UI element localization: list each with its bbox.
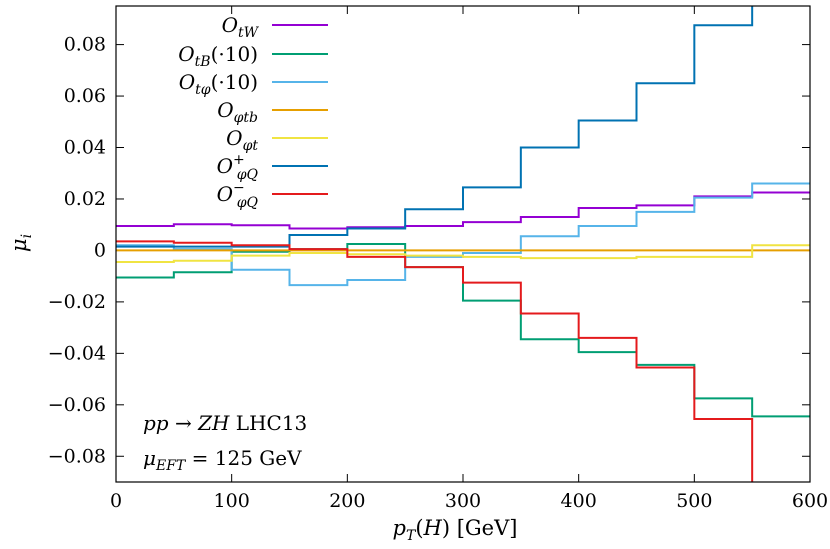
x-tick-label: 300 — [445, 490, 481, 512]
y-tick-label: 0 — [94, 239, 106, 261]
y-tick-label: 0.08 — [64, 34, 106, 56]
legend-label-5: O+ φQ — [217, 152, 259, 183]
series-line-6 — [116, 240, 754, 482]
series-layer — [116, 6, 810, 482]
tick-layer: 0 100 200 300 400 500 600 −0.08 −0.06 −0.04 −0.02 0… — [48, 6, 828, 512]
legend-label-6: O− φQ — [217, 180, 259, 211]
legend-label-0: OtW — [222, 13, 260, 41]
x-tick-label: 100 — [214, 490, 250, 512]
x-tick-label: 400 — [561, 490, 597, 512]
annotations: pp → ZH LHC13 μEFT = 125 GeV — [143, 411, 307, 474]
annotation-process: pp → ZH LHC13 — [143, 411, 307, 435]
x-tick-label: 0 — [110, 490, 122, 512]
y-axis-label: μi — [7, 234, 35, 252]
x-tick-label: 200 — [329, 490, 365, 512]
plot-frame — [115, 5, 811, 483]
annotation-scale: μEFT = 125 GeV — [143, 446, 302, 474]
series-line-5 — [116, 6, 754, 248]
x-tick-label: 500 — [676, 490, 712, 512]
y-tick-label: 0.02 — [64, 188, 106, 210]
legend-label-1: OtB(·10) — [178, 42, 258, 70]
y-tick-label: −0.04 — [48, 342, 106, 364]
y-tick-label: 0.04 — [64, 137, 106, 159]
x-tick-label: 600 — [792, 490, 828, 512]
y-tick-label: −0.08 — [48, 445, 106, 467]
legend-label-2: Otφ(·10) — [179, 70, 258, 98]
series-line-4 — [116, 244, 810, 264]
y-tick-label: 0.06 — [64, 85, 106, 107]
x-axis-label: pT(H) [GeV] — [393, 516, 518, 544]
y-tick-label: −0.02 — [48, 291, 106, 313]
y-tick-label: −0.06 — [48, 394, 106, 416]
legend-label-3: Oφtb — [217, 98, 258, 126]
legend-label-4: Oφt — [226, 126, 258, 154]
